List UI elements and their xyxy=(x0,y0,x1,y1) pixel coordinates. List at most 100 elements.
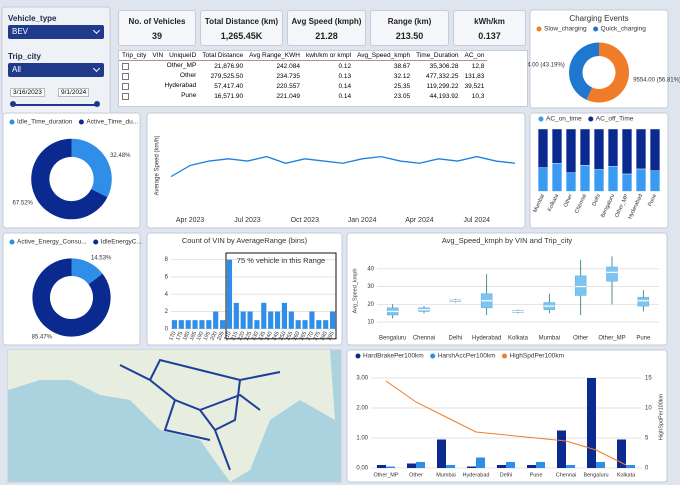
slicer[interactable]: Trip_city All xyxy=(8,52,104,77)
column-header: AC_on xyxy=(461,51,488,61)
table-grid: Trip_city VIN UniqueID Total Distance Avg Ra… xyxy=(119,51,488,101)
bar xyxy=(437,439,446,468)
x-tick-label: Bengaluru xyxy=(379,336,406,342)
table-cell: 16,571.90 xyxy=(214,92,244,100)
bar xyxy=(213,311,219,329)
legend-swatch xyxy=(588,116,594,122)
kpi-card: Avg Speed (kmph) 21.28 xyxy=(287,10,366,46)
bar xyxy=(192,320,198,329)
bar xyxy=(309,311,315,329)
bar xyxy=(295,320,301,329)
bar-segment xyxy=(649,170,661,192)
x-tick-label: 235 xyxy=(258,331,267,342)
column-header: Avg_Speed_kmph xyxy=(354,51,414,61)
line-series xyxy=(385,380,627,466)
header-row: Trip_city VIN UniqueID Total Distance Avg Ra… xyxy=(119,51,488,61)
annotation: 75 % vehicle in this Range xyxy=(237,256,325,265)
table-head: Trip_city VIN UniqueID Total Distance Avg Ra… xyxy=(119,51,488,61)
x-tick-label: Apr 2023 xyxy=(176,217,205,224)
date-start[interactable]: 3/16/2023 xyxy=(10,88,45,97)
bar xyxy=(617,439,626,468)
bar-segment xyxy=(649,128,661,172)
panel-background xyxy=(346,232,668,346)
chart-panel: Average Speed (km/h) Apr 2023 Jul 2023 Oct … xyxy=(146,112,526,229)
x-tick-label: Chennai xyxy=(413,336,435,342)
bar-segment xyxy=(635,128,647,170)
table-cell: 477,332.25 xyxy=(425,72,459,80)
y2-tick-label: 5 xyxy=(645,436,649,442)
table-cell: 242.084 xyxy=(276,62,300,70)
x-tick-label: Pune xyxy=(530,472,543,478)
bar xyxy=(302,320,308,329)
y-tick-label: 6 xyxy=(165,275,169,281)
legend-swatch xyxy=(593,26,599,32)
legend-label: Active_Time_du... xyxy=(86,119,138,126)
pie-slice xyxy=(71,138,112,198)
x-tick-label: 195 xyxy=(203,331,212,342)
kpi-value: 21.28 xyxy=(315,31,338,41)
bar xyxy=(261,302,267,329)
table-cell: 234.735 xyxy=(276,72,300,80)
pie-slice xyxy=(32,258,111,337)
bar xyxy=(240,311,246,329)
legend-label: AC_on_time xyxy=(546,116,582,123)
y2-tick-label: 0 xyxy=(645,466,649,472)
kpi-value: 1,265.45K xyxy=(220,31,263,41)
x-tick-label: 180 xyxy=(182,331,191,342)
legend-label: Idle_Time_duration xyxy=(17,119,73,126)
x-tick-label: 275 xyxy=(313,331,322,342)
panel-background xyxy=(146,112,526,229)
bar xyxy=(566,465,575,468)
bar xyxy=(185,320,191,329)
legend-label: HarshAccPer100km xyxy=(438,353,496,360)
y-tick-label: 3.00 xyxy=(356,376,368,382)
bar-segment xyxy=(579,164,591,192)
table-cell: 221.049 xyxy=(276,92,300,100)
table-cell: 35,306.28 xyxy=(429,62,459,70)
legend-swatch xyxy=(355,353,361,359)
data-label: 7264.00 (43.19%) xyxy=(517,63,565,69)
bar xyxy=(171,320,178,329)
legend-swatch xyxy=(78,119,84,125)
bar xyxy=(506,462,515,468)
expand-icon xyxy=(122,93,129,100)
date-slider[interactable]: 3/16/2023 9/1/2024 xyxy=(8,88,104,110)
x-tick-label: 200 xyxy=(209,331,218,342)
column-header: VIN xyxy=(149,51,167,61)
kpi-label: kWh/km xyxy=(474,17,505,26)
x-tick-label: 175 xyxy=(175,331,184,342)
bar xyxy=(219,320,226,329)
x-tick-label: 210 xyxy=(223,331,232,342)
legend-label: HardBrakePer100km xyxy=(363,353,424,360)
slicer[interactable]: Vehicle_type BEV xyxy=(8,14,104,39)
slider-handle[interactable] xyxy=(94,101,100,107)
panel-background xyxy=(2,232,141,346)
legend-label: IdleEnergyC... xyxy=(101,239,142,246)
y-tick-label: 1.00 xyxy=(356,436,368,442)
legend-swatch xyxy=(430,353,436,359)
expand-icon xyxy=(122,83,129,90)
y-tick-label: 4 xyxy=(165,292,169,298)
y-tick-label: 8 xyxy=(165,257,169,263)
x-tick-label: Kolkata xyxy=(617,472,636,478)
data-label: 14.53% xyxy=(91,255,112,261)
table-cell: 279,525.50 xyxy=(210,72,244,80)
x-tick-label: Apr 2024 xyxy=(405,217,434,224)
dropdown[interactable]: BEV xyxy=(8,25,104,39)
dropdown[interactable]: All xyxy=(8,63,104,77)
row-header: Other xyxy=(119,71,199,81)
data-label: 85.47% xyxy=(32,335,53,341)
slider-handle[interactable] xyxy=(10,101,16,107)
date-end[interactable]: 9/1/2024 xyxy=(58,88,90,97)
y2-tick-label: 10 xyxy=(645,406,652,412)
kpi-label: No. of Vehicles xyxy=(128,17,186,26)
y-tick-label: 20 xyxy=(367,302,374,308)
x-tick-label: 270 xyxy=(306,331,315,342)
table-cell: 0.12 xyxy=(338,62,352,70)
table-cell: 119,299.22 xyxy=(426,82,459,90)
table-cell: 10,3 xyxy=(471,92,485,100)
kpi-card: Total Distance (km) 1,265.45K xyxy=(200,10,283,46)
x-tick-label: Mumbai xyxy=(539,336,560,342)
expand-icon xyxy=(122,63,129,70)
